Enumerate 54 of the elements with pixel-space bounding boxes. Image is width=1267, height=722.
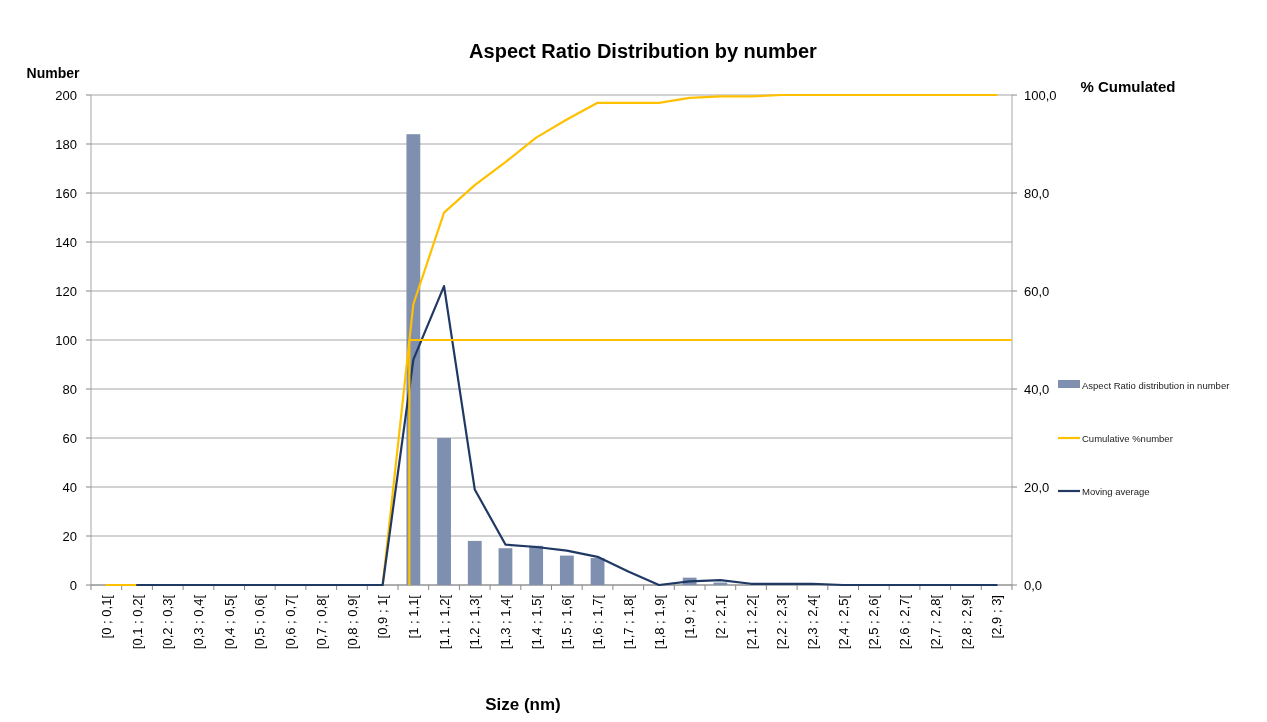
x-tick-label: [0 ; 0,1[ [98,594,114,639]
x-tick-label: [1,9 ; 2[ [682,594,698,639]
x-tick-label: [2,5 ; 2,6[ [866,594,882,650]
x-tick-label: [1,1 ; 1,2[ [436,594,452,650]
y-tick-label: 140 [55,234,77,250]
y-tick-label: 60 [62,430,77,446]
x-tick-label: [2,7 ; 2,8[ [927,594,943,650]
legend-label: Cumulative %number [1082,433,1173,444]
y-tick-label: 0 [69,577,77,593]
y2-tick-label: 60,0 [1024,283,1050,299]
y2-axis-title: % Cumulated [1080,78,1176,95]
x-tick-label: [2 ; 2,1[ [712,594,728,639]
x-tick-label: [0,5 ; 0,6[ [252,594,268,650]
y-tick-label: 200 [55,87,77,103]
x-tick-label: [1,8 ; 1,9[ [651,594,667,650]
x-tick-label: [0,7 ; 0,8[ [313,594,329,650]
chart-title: Aspect Ratio Distribution by number [469,40,818,62]
legend-label: Aspect Ratio distribution in number [1082,380,1230,391]
x-tick-label: [2,3 ; 2,4[ [805,594,820,650]
legend-label: Moving average [1082,486,1150,497]
x-tick-label: [1,7 ; 1,8[ [620,594,636,650]
x-tick-label: [0,8 ; 0,9[ [344,594,360,650]
y2-tick-label: 40,0 [1024,381,1050,397]
y-tick-label: 80 [62,381,77,397]
x-tick-label: [2,9 ; 3] [989,595,1005,639]
y-tick-label: 160 [55,185,77,201]
x-tick-label: [0,2 ; 0,3[ [160,594,176,650]
x-tick-label: [0,4 ; 0,5[ [221,594,237,650]
x-tick-label: [2,6 ; 2,7[ [897,594,913,650]
x-tick-label: [1 ; 1,1[ [405,594,421,639]
x-tick-label: [0,1 ; 0,2[ [129,594,145,650]
x-axis-title: Size (nm) [485,695,561,714]
x-tick-label: [0,3 ; 0,4[ [191,594,206,650]
y-tick-label: 20 [62,528,77,544]
x-tick-label: [1,3 ; 1,4[ [498,594,513,650]
y-tick-label: 120 [55,283,77,299]
y2-tick-label: 80,0 [1024,185,1050,201]
x-tick-label: [2,1 ; 2,2[ [743,594,759,650]
x-tick-label: [2,2 ; 2,3[ [774,594,790,650]
x-tick-label: [1,5 ; 1,6[ [559,594,575,650]
x-tick-label: [0,9 ; 1[ [375,594,391,639]
x-tick-label: [0,6 ; 0,7[ [283,594,299,650]
y-tick-label: 100 [55,332,77,348]
x-tick-label: [2,4 ; 2,5[ [835,594,851,650]
y-tick-label: 180 [55,136,77,152]
y-tick-label: 40 [62,479,77,495]
x-tick-label: [1,6 ; 1,7[ [590,594,606,650]
x-tick-label: [1,4 ; 1,5[ [528,594,544,650]
y2-tick-label: 100,0 [1024,87,1057,103]
y2-tick-label: 0,0 [1024,577,1043,593]
x-tick-label: [1,2 ; 1,3[ [467,594,483,650]
x-tick-label: [2,8 ; 2,9[ [958,594,974,650]
y2-tick-label: 20,0 [1024,479,1050,495]
y-axis-title: Number [26,65,80,81]
